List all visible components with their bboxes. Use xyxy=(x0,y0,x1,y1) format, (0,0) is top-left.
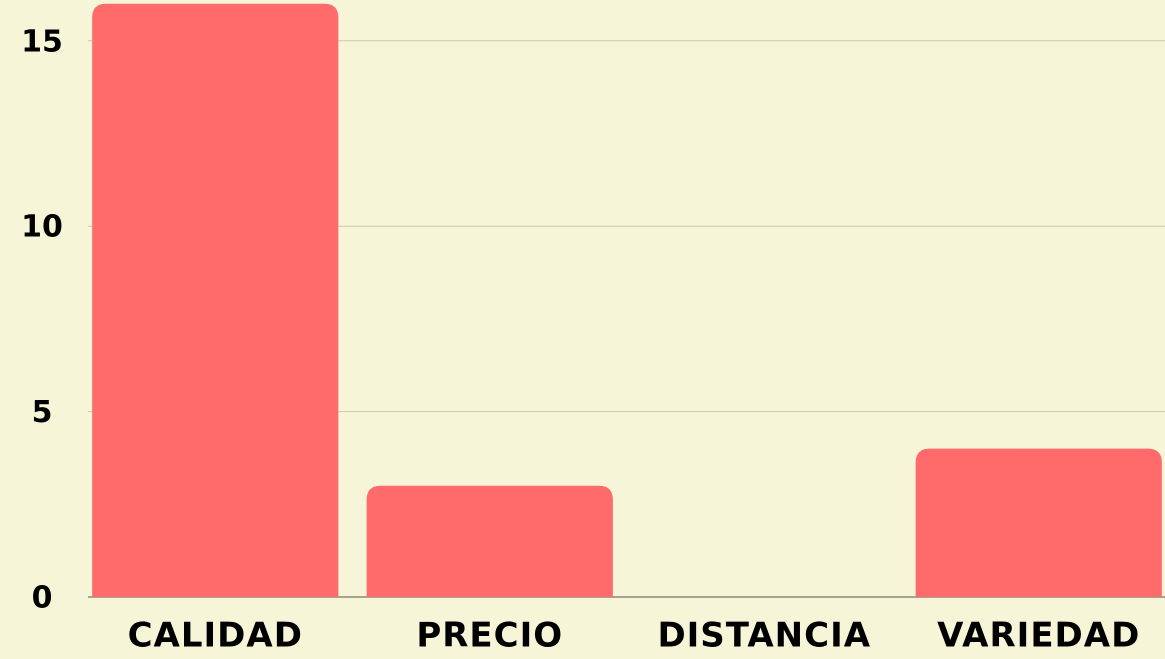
y-tick-label: 0 xyxy=(32,581,53,616)
x-tick-label: VARIEDAD xyxy=(937,616,1140,656)
y-tick-label: 15 xyxy=(21,24,63,59)
x-tick-label: PRECIO xyxy=(416,616,563,656)
bar xyxy=(366,485,613,597)
bar xyxy=(92,3,339,598)
y-tick-label: 5 xyxy=(32,395,53,430)
y-tick-label: 10 xyxy=(21,210,63,245)
x-tick-label: CALIDAD xyxy=(128,616,303,656)
x-tick-label: DISTANCIA xyxy=(657,616,871,656)
bar xyxy=(915,448,1162,597)
